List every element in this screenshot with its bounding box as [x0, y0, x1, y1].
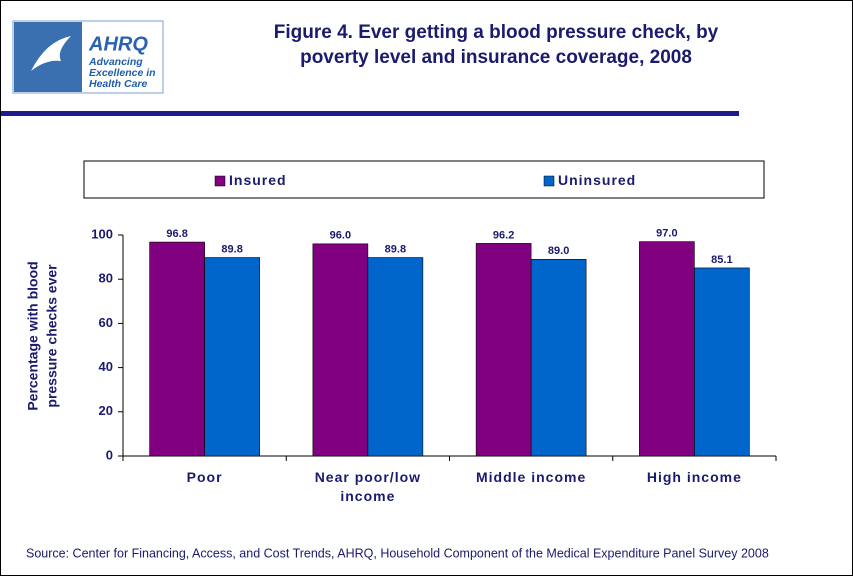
y-tick-label: 60 — [99, 315, 113, 330]
logo-tagline: Advancing Excellence in Health Care — [89, 56, 156, 90]
bar — [312, 243, 369, 457]
chart-title: Figure 4. Ever getting a blood pressure … — [274, 22, 719, 43]
x-tick-label: Poor — [186, 469, 223, 485]
data-label: 96.8 — [166, 228, 187, 240]
bar — [367, 257, 424, 457]
x-tick-label: Near poor/low income — [314, 469, 422, 504]
logo-eagle — [31, 36, 71, 71]
bar — [530, 259, 587, 457]
legend-swatch — [214, 175, 226, 187]
bar — [694, 267, 750, 457]
data-label: 97.0 — [656, 228, 677, 240]
y-axis-label: pressure checks ever — [44, 264, 60, 408]
bar — [639, 241, 695, 457]
header-rule — [1, 111, 739, 116]
source-note: Source: Center for Financing, Access, an… — [26, 546, 769, 560]
y-axis-label: Percentage with blood — [25, 261, 41, 410]
data-label: 96.2 — [493, 229, 514, 241]
data-label: 89.8 — [385, 243, 406, 255]
x-tick-label: High income — [646, 469, 742, 485]
data-label: 96.0 — [330, 230, 351, 242]
y-tick-label: 80 — [99, 271, 113, 286]
data-label: 89.8 — [221, 243, 242, 255]
data-label: 85.1 — [711, 254, 732, 266]
legend-label: Insured — [229, 172, 287, 188]
data-label: 89.0 — [548, 245, 569, 257]
bar — [149, 241, 205, 457]
bar — [204, 257, 260, 457]
y-tick-label: 0 — [106, 447, 113, 462]
y-tick-label: 40 — [99, 359, 113, 374]
logo-name: AHRQ — [88, 33, 148, 55]
y-tick-label: 20 — [99, 403, 113, 418]
legend-box — [83, 160, 765, 199]
chart-title: poverty level and insurance coverage, 20… — [300, 47, 692, 68]
bar — [475, 243, 532, 457]
x-tick-label: Middle income — [476, 469, 587, 485]
legend-swatch — [543, 175, 555, 187]
legend-label: Uninsured — [558, 172, 636, 188]
y-tick-label: 100 — [91, 226, 113, 241]
